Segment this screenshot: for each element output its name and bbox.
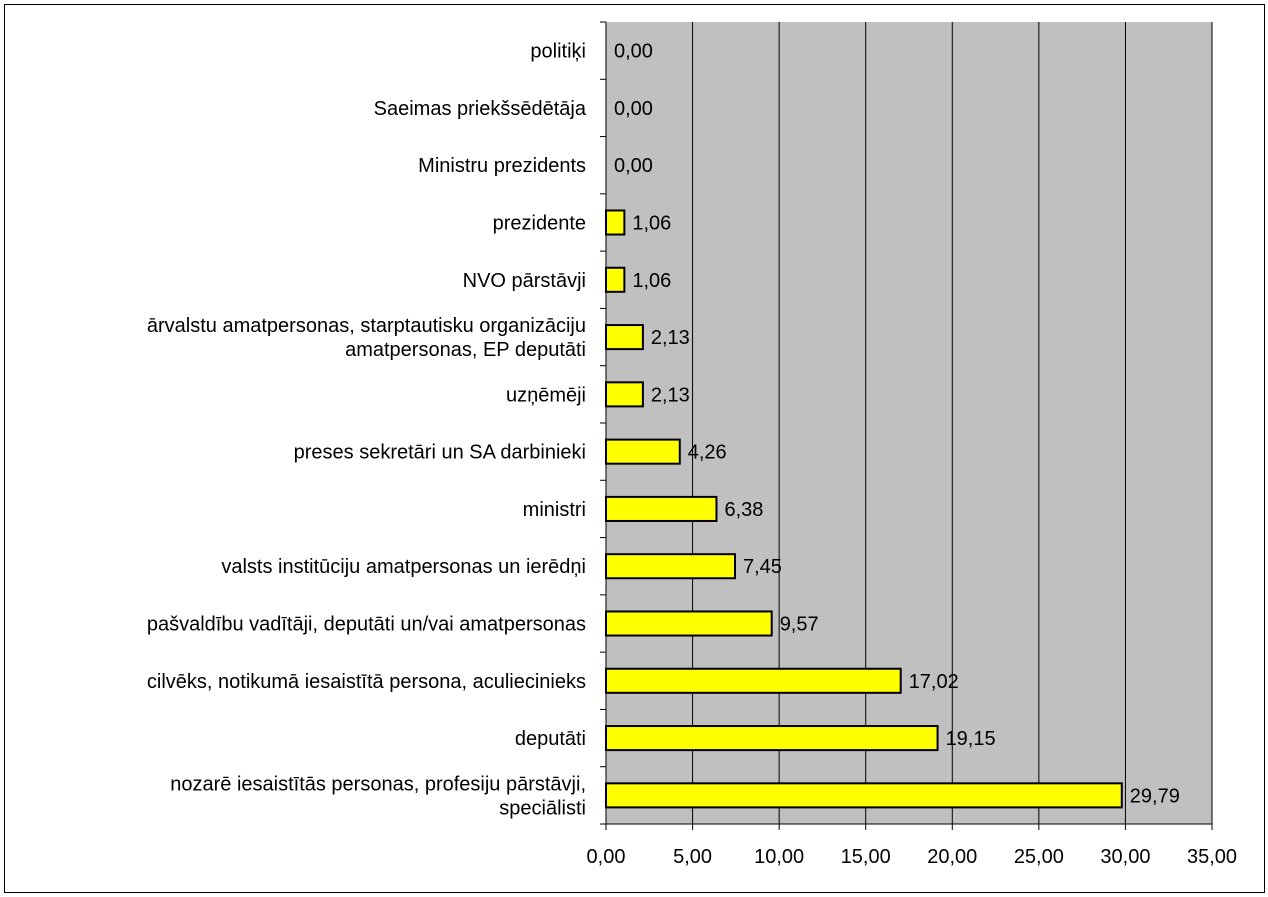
- value-label: 2,13: [651, 384, 690, 406]
- value-label: 29,79: [1130, 785, 1180, 807]
- bar: [605, 438, 681, 465]
- category-label-line: preses sekretāri un SA darbinieki: [294, 442, 586, 464]
- value-label: 0,00: [614, 98, 653, 120]
- value-label: 0,00: [614, 41, 653, 63]
- x-tick-label: 5,00: [673, 846, 712, 868]
- bar: [605, 266, 626, 293]
- value-labels: 0,00 0,00 0,00 1,06 1,06 2,13 2,13 4,26 6,38 7,45…: [614, 41, 1180, 808]
- category-label: preses sekretāri un SA darbinieki: [294, 442, 586, 464]
- category-label-line: deputāti: [515, 728, 586, 750]
- value-label: 17,02: [909, 671, 959, 693]
- category-label: cilvēks, notikumā iesaistītā persona, ac…: [147, 671, 586, 693]
- x-tick-label: 30,00: [1100, 846, 1150, 868]
- category-label: nozarē iesaistītās personas, profesiju p…: [170, 773, 586, 819]
- value-label: 9,57: [780, 614, 819, 636]
- category-label-line: valsts institūciju amatpersonas un ierēd…: [221, 556, 586, 578]
- bar: [605, 782, 1123, 809]
- category-label-line: amatpersonas, EP deputāti: [345, 339, 586, 361]
- category-label-line: NVO pārstāvji: [463, 270, 586, 292]
- category-labels: politiķi Saeimas priekšsēdētāja Ministru p…: [147, 41, 587, 820]
- value-label: 4,26: [688, 442, 727, 464]
- category-label: valsts institūciju amatpersonas un ierēd…: [221, 556, 586, 578]
- bar: [605, 610, 773, 637]
- value-label: 1,06: [632, 270, 671, 292]
- x-tick-label: 25,00: [1014, 846, 1064, 868]
- category-label-line: uzņēmēji: [506, 384, 586, 406]
- category-label: pašvaldību vadītāji, deputāti un/vai ama…: [147, 614, 586, 636]
- value-label: 19,15: [946, 728, 996, 750]
- category-label: ārvalstu amatpersonas, starptautisku org…: [147, 315, 586, 361]
- bar: [605, 553, 736, 580]
- bar: [605, 725, 939, 752]
- x-tick-label: 20,00: [927, 846, 977, 868]
- category-label: politiķi: [530, 41, 586, 63]
- x-tick-label: 0,00: [587, 846, 626, 868]
- value-label: 7,45: [743, 556, 782, 578]
- category-label-line: ministri: [523, 499, 586, 521]
- category-label-line: prezidente: [493, 213, 586, 235]
- category-label-line: ārvalstu amatpersonas, starptautisku org…: [147, 315, 586, 337]
- category-label: uzņēmēji: [506, 384, 586, 406]
- category-label: prezidente: [493, 213, 586, 235]
- category-label: ministri: [523, 499, 586, 521]
- bar: [605, 324, 644, 351]
- value-label: 6,38: [724, 499, 763, 521]
- category-label-line: nozarē iesaistītās personas, profesiju p…: [170, 773, 586, 795]
- x-tick-label: 10,00: [754, 846, 804, 868]
- category-label: NVO pārstāvji: [463, 270, 586, 292]
- x-tick-label: 15,00: [841, 846, 891, 868]
- category-label: Ministru prezidents: [418, 155, 586, 177]
- bars: [605, 209, 1123, 809]
- value-label: 0,00: [614, 155, 653, 177]
- bar: [605, 495, 718, 522]
- category-label: Saeimas priekšsēdētāja: [374, 98, 587, 120]
- category-label: deputāti: [515, 728, 586, 750]
- plot-area: [606, 22, 1212, 824]
- bar: [605, 209, 626, 236]
- axes: [600, 21, 1213, 830]
- category-label-line: politiķi: [530, 41, 586, 63]
- category-label-line: pašvaldību vadītāji, deputāti un/vai ama…: [147, 614, 586, 636]
- x-tick-label: 35,00: [1187, 846, 1237, 868]
- category-label-line: Ministru prezidents: [418, 155, 586, 177]
- bar: [605, 667, 902, 694]
- value-label: 1,06: [632, 213, 671, 235]
- bar: [605, 381, 644, 408]
- category-label-line: cilvēks, notikumā iesaistītā persona, ac…: [147, 671, 586, 693]
- category-label-line: Saeimas priekšsēdētāja: [374, 98, 587, 120]
- value-label: 2,13: [651, 327, 690, 349]
- x-tick-labels: 0,00 5,00 10,00 15,00 20,00 25,00 30,00 35,00: [587, 846, 1238, 868]
- category-label-line: speciālisti: [499, 797, 586, 819]
